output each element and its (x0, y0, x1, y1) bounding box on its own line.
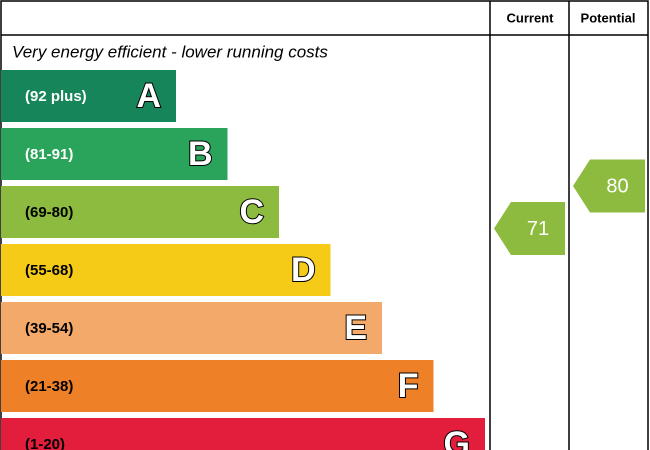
band-letter: B (188, 135, 213, 173)
band-letter: D (291, 251, 316, 289)
band-letter: G (444, 425, 470, 450)
band-letter: E (344, 309, 367, 347)
band-bar (1, 302, 382, 354)
band-bar (1, 186, 279, 238)
band-letter: F (398, 367, 419, 405)
current-value: 71 (527, 218, 549, 240)
band-bar (1, 244, 331, 296)
band-range: (55-68) (25, 262, 73, 279)
band-range: (92 plus) (25, 88, 87, 105)
band-range: (69-80) (25, 204, 73, 221)
band-bar (1, 360, 434, 412)
band-letter: C (239, 193, 264, 231)
top-note: Very energy efficient - lower running co… (12, 42, 328, 61)
current-arrow (494, 202, 565, 256)
band-range: (21-38) (25, 378, 73, 395)
band-range: (39-54) (25, 320, 73, 337)
band-range: (1-20) (25, 436, 65, 450)
band-letter: A (136, 77, 161, 115)
current-header: Current (507, 10, 555, 25)
potential-value: 80 (606, 175, 628, 197)
band-bar (1, 418, 485, 450)
potential-arrow (573, 159, 645, 213)
band-bar (1, 128, 228, 180)
band-bar (1, 70, 176, 122)
band-range: (81-91) (25, 146, 73, 163)
potential-header: Potential (581, 10, 636, 25)
